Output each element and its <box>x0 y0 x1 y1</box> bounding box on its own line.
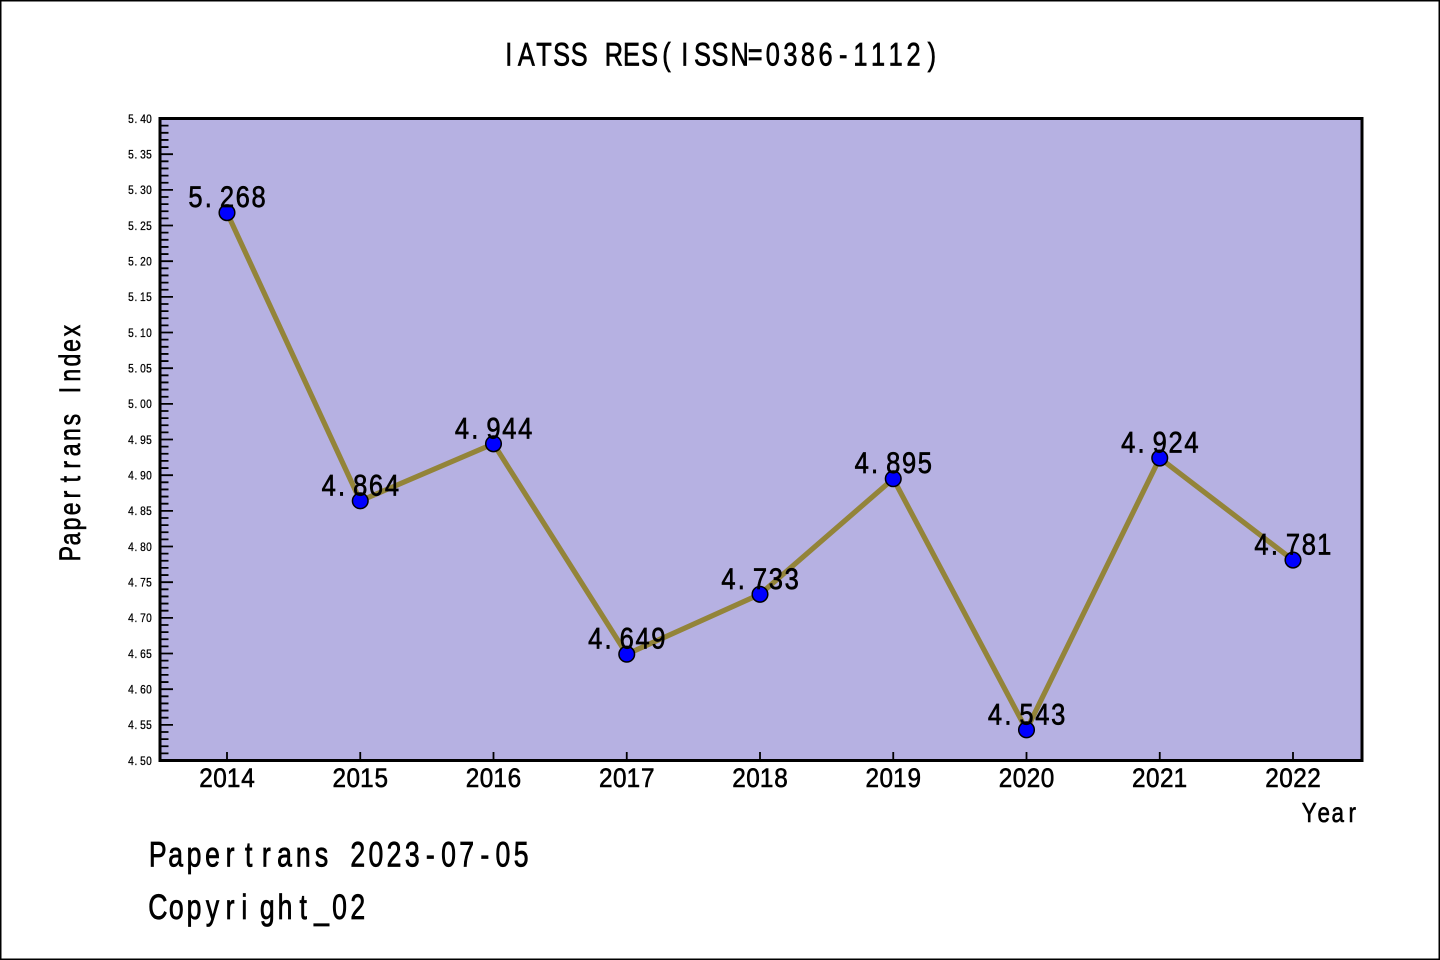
svg-text:4.649: 4.649 <box>588 622 665 655</box>
svg-text:4.944: 4.944 <box>455 411 532 444</box>
svg-text:4.55: 4.55 <box>128 719 152 732</box>
svg-text:4.60: 4.60 <box>128 684 152 697</box>
svg-text:5.25: 5.25 <box>128 220 152 233</box>
svg-text:4.75: 4.75 <box>128 577 152 590</box>
svg-text:2014: 2014 <box>199 764 255 793</box>
svg-text:Year: Year <box>1302 798 1357 829</box>
svg-text:5.268: 5.268 <box>188 180 265 213</box>
svg-text:4.50: 4.50 <box>128 755 152 768</box>
svg-text:4.90: 4.90 <box>128 470 152 483</box>
svg-text:5.10: 5.10 <box>128 327 152 340</box>
svg-text:5.20: 5.20 <box>128 256 152 269</box>
svg-text:2016: 2016 <box>466 764 521 793</box>
svg-text:5.30: 5.30 <box>128 184 152 197</box>
svg-text:4.80: 4.80 <box>128 541 152 554</box>
svg-text:4.864: 4.864 <box>322 468 399 501</box>
svg-text:4.895: 4.895 <box>855 446 932 479</box>
svg-text:2022: 2022 <box>1265 764 1321 793</box>
svg-text:4.85: 4.85 <box>128 505 152 518</box>
svg-text:4.781: 4.781 <box>1254 528 1331 561</box>
svg-text:5.05: 5.05 <box>128 363 152 376</box>
svg-text:2017: 2017 <box>599 764 654 793</box>
svg-text:IATSSRES(ISSN=0386-1112): IATSSRES(ISSN=0386-1112) <box>505 38 936 74</box>
svg-text:5.35: 5.35 <box>128 149 152 162</box>
svg-text:2018: 2018 <box>732 764 788 793</box>
svg-text:5.15: 5.15 <box>128 291 152 304</box>
svg-text:2015: 2015 <box>332 764 388 793</box>
svg-text:4.543: 4.543 <box>988 697 1065 730</box>
svg-text:2020: 2020 <box>999 764 1055 793</box>
svg-text:5.00: 5.00 <box>128 398 152 411</box>
svg-text:4.733: 4.733 <box>721 562 798 595</box>
svg-text:2019: 2019 <box>865 764 921 793</box>
svg-text:2021: 2021 <box>1132 764 1187 793</box>
svg-text:4.924: 4.924 <box>1121 426 1198 459</box>
svg-text:5.40: 5.40 <box>128 113 152 126</box>
svg-text:4.65: 4.65 <box>128 648 152 661</box>
svg-text:4.70: 4.70 <box>128 612 152 625</box>
svg-text:4.95: 4.95 <box>128 434 152 447</box>
